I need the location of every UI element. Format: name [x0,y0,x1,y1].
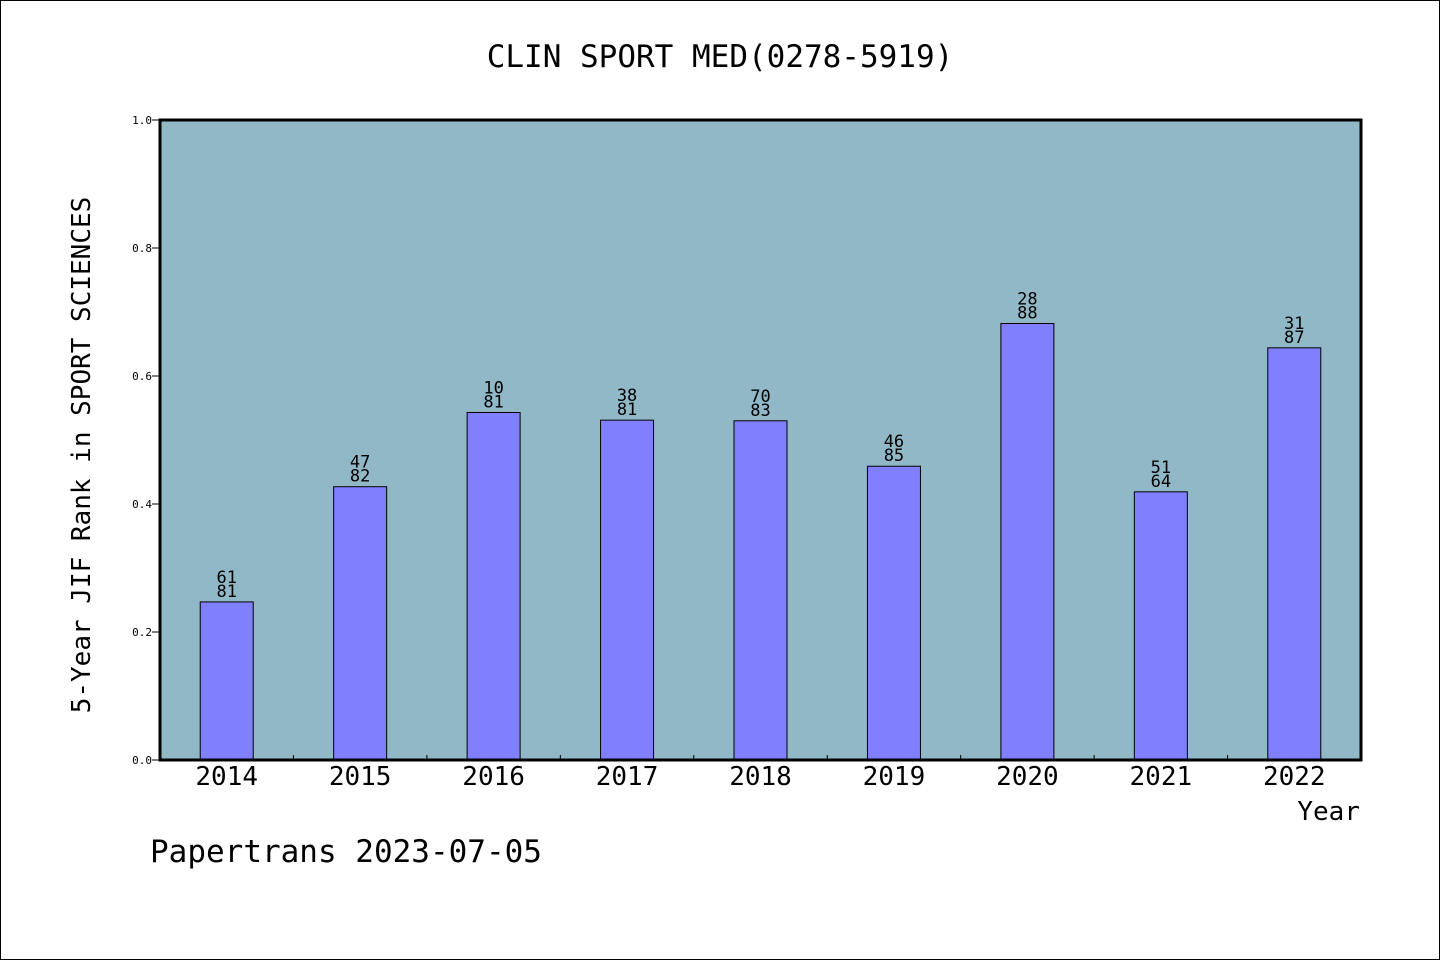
bar-rank-label: 38 [617,386,637,406]
y-tick-label: 0.4 [132,498,152,511]
bar-rank-label: 70 [750,387,770,407]
y-tick-label: 0.0 [132,754,152,767]
bar-total-label: 88 [1017,304,1037,324]
bar-total-label: 64 [1151,472,1171,492]
y-tick-label: 0.8 [132,242,152,255]
x-tick-label: 2014 [195,762,258,792]
x-tick-label: 2019 [863,762,926,792]
bar [1000,323,1055,761]
bar-rank-label: 46 [884,432,904,452]
bar-total-label: 82 [350,467,370,487]
x-tick-label: 2016 [462,762,525,792]
bar-total-label: 81 [216,582,236,602]
x-axis-label: Year [1297,797,1360,827]
y-tick-label: 0.6 [132,370,152,383]
x-tick-label: 2018 [729,762,792,792]
x-tick-label: 2022 [1263,762,1326,792]
bar-rank-label: 47 [350,453,370,473]
bar [866,465,921,761]
bar-rank-label: 51 [1151,458,1171,478]
chart-title: CLIN SPORT MED(0278-5919) [487,39,954,75]
bar [333,486,388,761]
bar [1133,491,1188,761]
bar-total-label: 81 [483,392,503,412]
y-tick-label: 0.2 [132,626,152,639]
x-tick-label: 2015 [329,762,392,792]
bar [199,601,254,761]
footer-note: Papertrans 2023-07-05 [150,834,542,870]
bar-total-label: 81 [617,400,637,420]
y-axis-label: 5-Year JIF Rank in SPORT SCIENCES [67,197,97,714]
bar-rank-label: 61 [216,568,236,588]
bar-rank-label: 28 [1017,290,1037,310]
plot-border [158,118,1363,762]
x-tick-label: 2021 [1130,762,1193,792]
bar-rank-label: 31 [1284,314,1304,334]
y-tick-label: 1.0 [132,114,152,127]
bar-total-label: 83 [750,401,770,421]
bar-rank-label: 10 [483,378,503,398]
bar-total-label: 87 [1284,328,1304,348]
bar-total-label: 85 [884,446,904,466]
bar [1267,347,1322,761]
bar [466,411,521,761]
x-tick-label: 2017 [596,762,659,792]
bar [600,419,655,761]
x-tick-label: 2020 [996,762,1059,792]
bar [733,420,788,761]
